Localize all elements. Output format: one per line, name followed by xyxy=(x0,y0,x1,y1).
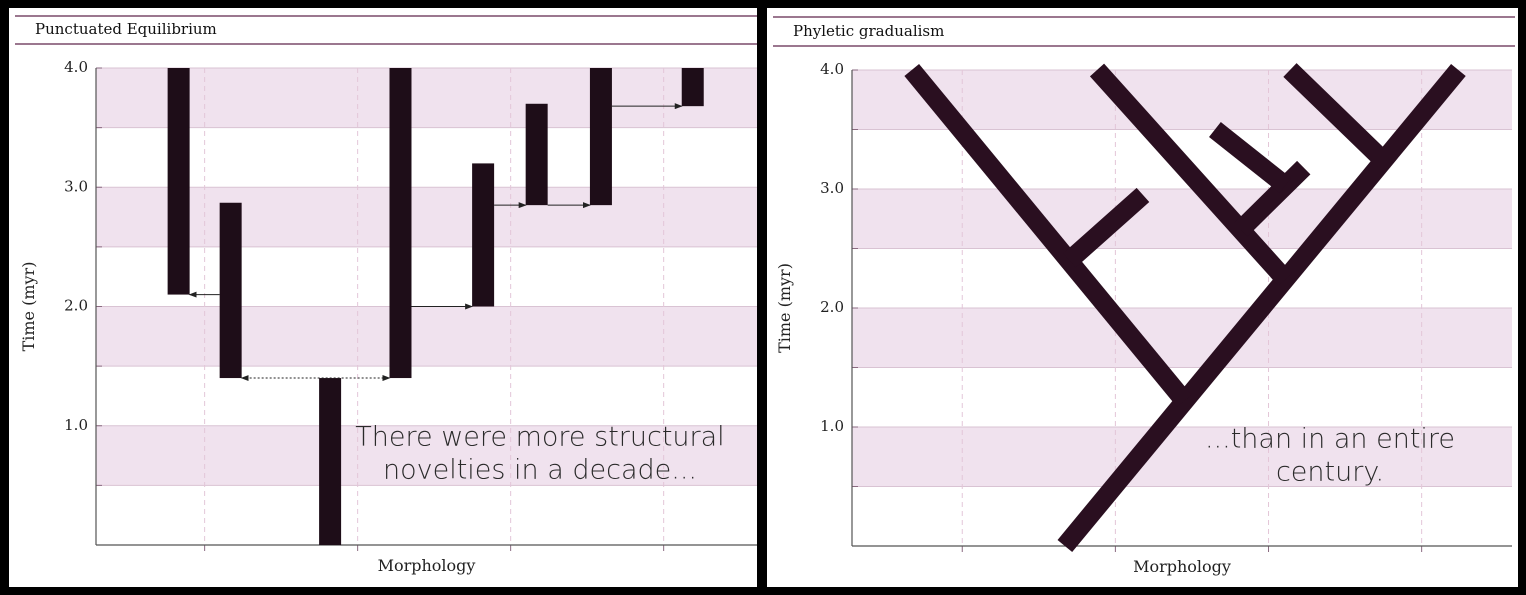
y-axis-title: Time (myr) xyxy=(19,262,38,352)
band xyxy=(852,308,1512,368)
branch xyxy=(1089,63,1293,286)
bar xyxy=(389,68,412,379)
x-axis-title: Morphology xyxy=(1133,557,1231,576)
branch xyxy=(1283,63,1390,168)
branch xyxy=(1057,63,1466,553)
y-axis-title: Time (myr) xyxy=(775,263,794,353)
annotation: ...than in an entire xyxy=(1205,424,1455,455)
band xyxy=(96,68,757,128)
y-tick-label: 1.0 xyxy=(64,416,88,434)
branch xyxy=(1234,160,1311,237)
chart-title: Phyletic gradualism xyxy=(793,22,944,40)
annotation: century. xyxy=(1276,457,1384,488)
bar xyxy=(167,68,190,295)
annotation: novelties in a decade... xyxy=(383,455,697,486)
y-tick-label: 3.0 xyxy=(820,179,844,197)
y-tick-label: 1.0 xyxy=(820,417,844,435)
y-tick-label: 3.0 xyxy=(64,177,88,195)
x-axis-title: Morphology xyxy=(378,556,476,575)
y-tick-label: 2.0 xyxy=(64,297,88,315)
band xyxy=(852,189,1512,249)
band xyxy=(96,187,757,247)
bar xyxy=(219,202,242,379)
bar xyxy=(589,68,612,206)
band xyxy=(96,306,757,367)
y-tick-label: 4.0 xyxy=(820,60,844,78)
bar xyxy=(681,68,704,107)
branch xyxy=(1209,122,1292,193)
chart-title: Punctuated Equilibrium xyxy=(35,20,217,38)
y-tick-label: 4.0 xyxy=(64,58,88,76)
bar xyxy=(525,103,548,206)
band xyxy=(96,425,757,486)
bar xyxy=(472,163,495,307)
y-tick-label: 2.0 xyxy=(820,298,844,316)
branch xyxy=(1063,187,1150,268)
branch xyxy=(904,63,1192,407)
annotation: There were more structural xyxy=(355,422,724,453)
bar xyxy=(319,378,342,545)
